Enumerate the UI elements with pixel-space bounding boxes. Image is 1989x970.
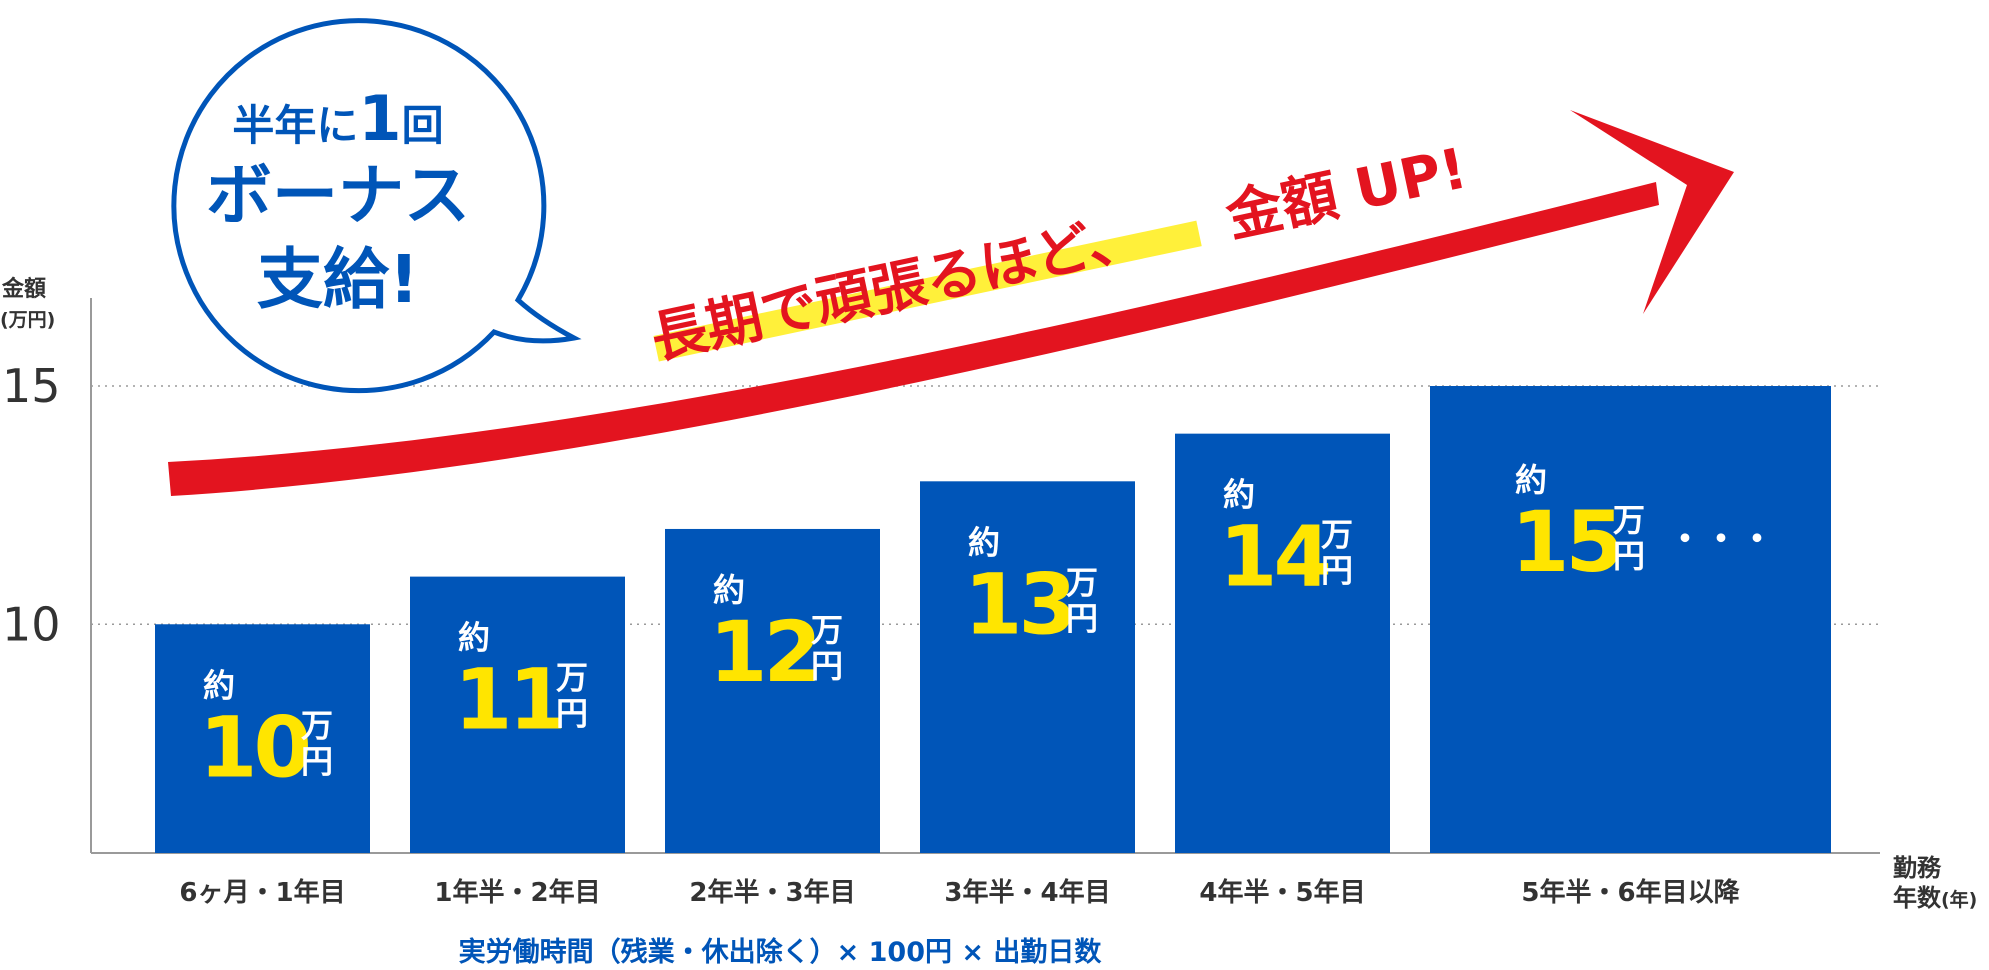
value-label: 11 <box>454 651 563 749</box>
value-label: 15 <box>1511 493 1620 591</box>
value-label: 14 <box>1219 508 1328 606</box>
x-axis-unit-paren: (年) <box>1941 888 1977 911</box>
value-prefix: 約 <box>458 619 490 657</box>
bubble-line-1-a: 半年に <box>232 101 358 150</box>
x-tick-label: 3年半・4年目 <box>944 877 1110 908</box>
value-prefix: 約 <box>1223 476 1255 514</box>
y-tick-label: 15 <box>2 359 61 413</box>
unit-label-man: 万 <box>1613 501 1645 539</box>
x-axis-unit: 年数(年) <box>1893 884 1977 912</box>
bubble-line-1: 半年に1回 <box>232 82 443 155</box>
unit-label-en: 円 <box>301 742 333 780</box>
value-prefix: 約 <box>713 571 745 609</box>
bubble-line-1-num: 1 <box>358 82 401 155</box>
unit-label-man: 万 <box>1066 563 1098 601</box>
formula-footer: 実労働時間（残業・休出除く）× 100円 × 出勤日数 <box>459 936 1103 968</box>
arrow-sub-text: 金額 UP! <box>1220 136 1473 250</box>
growth-arrow-head <box>1570 110 1734 314</box>
unit-label-man: 万 <box>811 611 843 649</box>
continuation-dots: ・・・ <box>1667 519 1775 560</box>
value-prefix: 約 <box>968 523 1000 561</box>
unit-label-en: 円 <box>556 695 588 733</box>
x-tick-label: 5年半・6年目以降 <box>1521 877 1740 908</box>
value-prefix: 約 <box>203 666 235 704</box>
x-tick-label: 1年半・2年目 <box>434 877 600 908</box>
text-highlight <box>653 220 1202 362</box>
bar <box>155 624 370 853</box>
value-label: 13 <box>964 555 1073 653</box>
x-axis-title: 勤務 <box>1893 854 1942 882</box>
y-axis-unit: (万円) <box>0 309 55 331</box>
growth-arrow <box>168 182 1659 496</box>
x-tick-label: 4年半・5年目 <box>1199 877 1365 908</box>
x-axis-unit-main: 年数 <box>1893 884 1942 912</box>
unit-label-man: 万 <box>1321 516 1353 554</box>
unit-label-en: 円 <box>811 647 843 685</box>
bar <box>1175 433 1390 853</box>
bubble-line-1-b: 回 <box>402 101 444 150</box>
value-label: 10 <box>199 698 308 796</box>
x-tick-label: 6ヶ月・1年目 <box>179 877 345 908</box>
y-axis-title: 金額 <box>1 276 46 302</box>
unit-label-man: 万 <box>301 706 333 744</box>
x-tick-label: 2年半・3年目 <box>689 877 855 908</box>
unit-label-en: 円 <box>1613 537 1645 575</box>
bubble-line-2: ボーナス <box>206 157 470 234</box>
value-prefix: 約 <box>1515 461 1547 499</box>
bubble-line-3: 支給! <box>257 241 419 318</box>
bar <box>920 481 1135 853</box>
y-tick-label: 10 <box>2 597 61 651</box>
bar <box>1430 386 1831 853</box>
value-label: 12 <box>709 603 818 701</box>
bar <box>665 528 880 853</box>
unit-label-en: 円 <box>1321 552 1353 590</box>
bar <box>410 576 625 853</box>
unit-label-en: 円 <box>1066 599 1098 637</box>
speech-bubble <box>171 18 582 394</box>
unit-label-man: 万 <box>556 659 588 697</box>
